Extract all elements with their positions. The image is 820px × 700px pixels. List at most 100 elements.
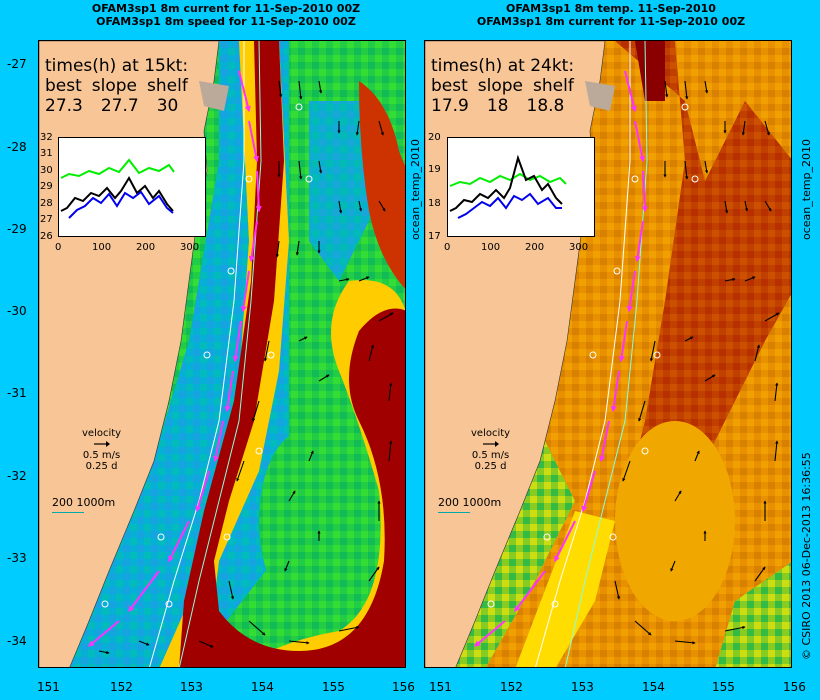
- velocity-vectors: [614, 80, 780, 645]
- lat-tick: -30: [7, 304, 27, 318]
- value-best: 17.9: [431, 96, 469, 116]
- depth-scale-label: 200 1000m: [438, 496, 502, 509]
- left-title-line2: OFAM3sp1 8m speed for 11-Sep-2010 00Z: [96, 15, 356, 28]
- copyright-stamp: © CSIRO 2013 06-Dec-2013 16:36:55: [800, 452, 813, 660]
- eddy-edge: [359, 81, 405, 289]
- left-side-label: ocean_temp_2010: [409, 138, 422, 240]
- inset-y-tick: 31: [40, 148, 53, 159]
- lon-tick: 154: [642, 680, 665, 694]
- depth-scale-line: [52, 512, 84, 513]
- inset-y-tick: 18: [428, 198, 441, 209]
- velocity-label: velocity: [471, 428, 511, 439]
- left-depth-scale: 200 1000m: [52, 496, 115, 513]
- inset-x-tick: 0: [444, 242, 451, 253]
- inset-y-tick: 26: [40, 231, 53, 242]
- shelf-contour-1000m: [178, 41, 262, 667]
- label-slope: slope: [477, 76, 524, 96]
- right-side-label: ocean_temp_2010: [800, 138, 813, 240]
- inset-y-tick: 19: [428, 164, 441, 175]
- shelf-contour-200m: [149, 41, 245, 667]
- velocity-label: velocity: [82, 428, 122, 439]
- value-slope: 27.7: [100, 96, 139, 116]
- inset-x-tick: 100: [92, 242, 112, 253]
- velocity-time: 0.25 d: [474, 461, 507, 472]
- island: [199, 81, 229, 111]
- lat-tick: -27: [7, 57, 27, 71]
- warmest-core: [635, 41, 665, 101]
- lon-tick: 155: [322, 680, 345, 694]
- lat-tick: -29: [7, 222, 27, 236]
- lon-tick: 154: [251, 680, 274, 694]
- inset-x-tick: 300: [569, 242, 589, 253]
- depth-scale-line: [438, 512, 470, 513]
- eddy-centre: [259, 431, 349, 611]
- inset-y-tick: 29: [40, 181, 53, 192]
- lon-tick: 152: [500, 680, 523, 694]
- lat-tick: -28: [7, 140, 27, 154]
- left-times-heading: times(h) at 15kt:: [45, 56, 189, 76]
- inset-x-tick: 0: [55, 242, 62, 253]
- speed-map-panel[interactable]: [38, 40, 406, 668]
- island: [585, 81, 615, 111]
- value-best: 27.3: [45, 96, 83, 116]
- velocity-speed: 0.5 m/s: [82, 450, 121, 461]
- left-title: OFAM3sp1 8m current for 11-Sep-2010 00Z …: [40, 2, 412, 28]
- velocity-time: 0.25 d: [85, 461, 118, 472]
- right-velocity-legend: velocity 0.5 m/s 0.25 d: [471, 428, 510, 472]
- right-title-line1: OFAM3sp1 8m temp. 11-Sep-2010: [506, 2, 716, 15]
- waypoints: [487, 103, 699, 608]
- right-timeseries-plot: [449, 154, 567, 219]
- current-core: [179, 41, 405, 667]
- lon-tick: 155: [712, 680, 735, 694]
- temperature-map: [425, 41, 791, 667]
- label-best: best: [45, 76, 82, 96]
- shelf-contour-200m: [535, 41, 631, 667]
- label-shelf: shelf: [533, 76, 574, 96]
- left-timeseries-plot: [60, 158, 175, 219]
- depth-scale-label: 200 1000m: [52, 496, 116, 509]
- inset-y-tick: 20: [428, 132, 441, 143]
- velocity-vectors: [98, 80, 394, 655]
- speed-map: [39, 41, 405, 667]
- inset-y-tick: 32: [40, 132, 53, 143]
- lon-tick: 156: [392, 680, 415, 694]
- inset-y-tick: 17: [428, 231, 441, 242]
- inset-x-tick: 200: [136, 242, 156, 253]
- inset-x-tick: 100: [481, 242, 501, 253]
- lon-tick: 153: [180, 680, 203, 694]
- lon-tick: 151: [37, 680, 60, 694]
- left-timeseries-inset: [58, 137, 206, 237]
- right-title-line2: OFAM3sp1 8m current for 11-Sep-2010 00Z: [476, 15, 746, 28]
- value-slope: 18: [486, 96, 509, 116]
- right-title: OFAM3sp1 8m temp. 11-Sep-2010 OFAM3sp1 8…: [425, 2, 797, 28]
- lat-tick: -34: [7, 634, 27, 648]
- velocity-speed: 0.5 m/s: [471, 450, 510, 461]
- lat-tick: -32: [7, 469, 27, 483]
- waypoints: [101, 103, 313, 608]
- value-shelf: 18.8: [526, 96, 565, 116]
- lat-tick: -33: [7, 551, 27, 565]
- right-depth-scale: 200 1000m: [438, 496, 501, 513]
- inset-x-tick: 300: [180, 242, 200, 253]
- label-best: best: [431, 76, 468, 96]
- left-title-line1: OFAM3sp1 8m current for 11-Sep-2010 00Z: [91, 2, 361, 15]
- warm-water-tongue: [615, 41, 791, 541]
- temperature-band: [515, 511, 615, 667]
- ship-route: [88, 70, 262, 647]
- lat-tick: -31: [7, 386, 27, 400]
- left-velocity-legend: velocity 0.5 m/s 0.25 d: [82, 428, 121, 472]
- temperature-map-panel[interactable]: [424, 40, 792, 668]
- lon-tick: 151: [429, 680, 452, 694]
- velocity-arrow-icon: [82, 439, 121, 450]
- inset-y-tick: 30: [40, 165, 53, 176]
- cool-water-zone: [715, 562, 791, 667]
- right-times-heading: times(h) at 24kt:: [431, 56, 575, 76]
- lon-tick: 152: [110, 680, 133, 694]
- lon-tick: 153: [571, 680, 594, 694]
- label-slope: slope: [91, 76, 138, 96]
- label-shelf: shelf: [147, 76, 188, 96]
- right-timeseries-inset: [447, 137, 595, 237]
- value-shelf: 30: [156, 96, 179, 116]
- ship-route: [474, 70, 648, 647]
- left-times-box: times(h) at 15kt: best slope shelf 27.3 …: [45, 56, 188, 116]
